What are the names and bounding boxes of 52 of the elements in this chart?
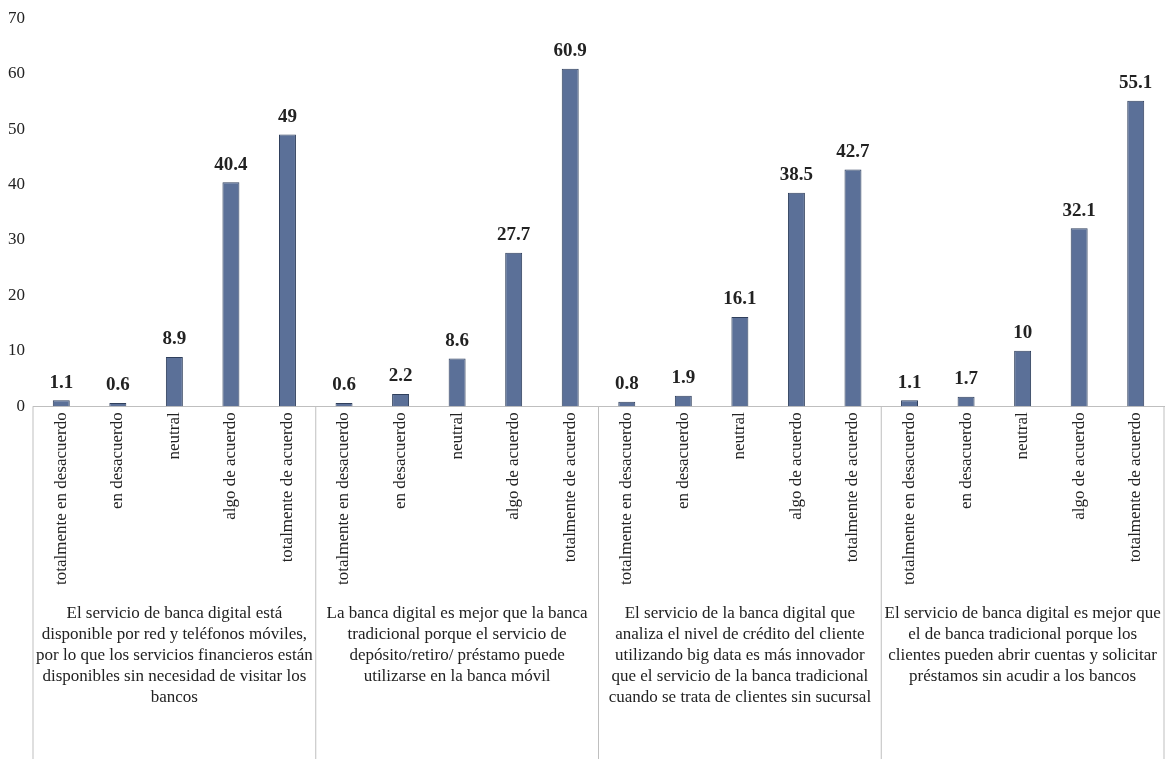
x-tick-label: algo de acuerdo	[220, 412, 240, 520]
data-label: 27.7	[497, 223, 531, 245]
x-tick-label: totalmente de acuerdo	[842, 412, 862, 563]
x-tick-label: algo de acuerdo	[503, 412, 523, 520]
x-tick-label: totalmente de acuerdo	[1125, 412, 1145, 563]
y-tick-label: 10	[8, 340, 25, 360]
text: El servicio de banca digital es mejor que el de banca tradicional porque los clientes pueden abrir cuentas y solicitar préstamos sin acudir a los bancos	[884, 602, 1161, 685]
data-label: 40.4	[214, 152, 249, 174]
y-tick-label: 70	[8, 7, 25, 27]
text: El servicio de la banca digital que analiza el nivel de crédito del cliente utilizando big data es más innovador que el servicio de la banca tradicional cuando se trata de clientes sin sucursal	[608, 602, 872, 706]
y-tick-label: 50	[8, 118, 25, 138]
x-tick-label: totalmente de acuerdo	[559, 412, 579, 563]
data-label: 42.7	[836, 139, 871, 161]
text: La banca digital es mejor que la banca tradicional porque el servicio de depósito/retiro/ préstamo puede utilizarse en la banca móvil	[326, 602, 589, 685]
x-tick-label: neutral	[446, 411, 466, 460]
data-label: 1.1	[897, 370, 922, 392]
data-label: 60.9	[553, 39, 587, 61]
x-tick-label: neutral	[729, 411, 749, 460]
data-label: 8.9	[162, 327, 187, 349]
x-tick-label: algo de acuerdo	[1068, 412, 1088, 520]
y-tick-label: 30	[8, 229, 25, 249]
x-tick-label: algo de acuerdo	[785, 412, 805, 520]
y-tick-label: 60	[8, 63, 25, 83]
y-tick-label: 20	[8, 284, 25, 304]
text: El servicio de banca digital está disponible por red y teléfonos móviles, por lo que los servicios financieros están disponibles sin necesidad de visitar los bancos	[36, 602, 314, 706]
x-tick-label: neutral	[1012, 411, 1032, 460]
data-label: 10	[1013, 321, 1033, 343]
data-label: 55.1	[1119, 71, 1153, 93]
x-tick-label: totalmente en desacuerdo	[616, 412, 636, 586]
x-tick-label: totalmente en desacuerdo	[898, 412, 918, 586]
x-tick-label: totalmente de acuerdo	[276, 412, 296, 563]
y-tick-label: 40	[8, 173, 25, 193]
data-label: 1.9	[671, 366, 696, 388]
data-label: 0.6	[332, 373, 356, 395]
x-tick-label: neutral	[163, 411, 183, 460]
x-tick-label: en desacuerdo	[955, 412, 975, 510]
data-label: 1.1	[49, 370, 74, 392]
data-label: 0.6	[105, 373, 130, 395]
data-label: 0.8	[614, 372, 639, 394]
x-tick-label: en desacuerdo	[390, 412, 410, 510]
x-tick-label: totalmente en desacuerdo	[50, 412, 70, 586]
data-label: 38.5	[779, 163, 814, 185]
x-tick-label: totalmente en desacuerdo	[333, 412, 353, 586]
data-label: 8.6	[445, 328, 469, 350]
x-tick-label: en desacuerdo	[672, 412, 692, 510]
data-label: 16.1	[723, 287, 757, 309]
x-tick-label: en desacuerdo	[107, 412, 127, 510]
data-label: 49	[277, 105, 297, 127]
y-tick-label: 0	[16, 395, 25, 415]
data-label: 32.1	[1062, 198, 1096, 220]
data-label: 2.2	[388, 364, 413, 386]
data-label: 1.7	[954, 367, 979, 389]
